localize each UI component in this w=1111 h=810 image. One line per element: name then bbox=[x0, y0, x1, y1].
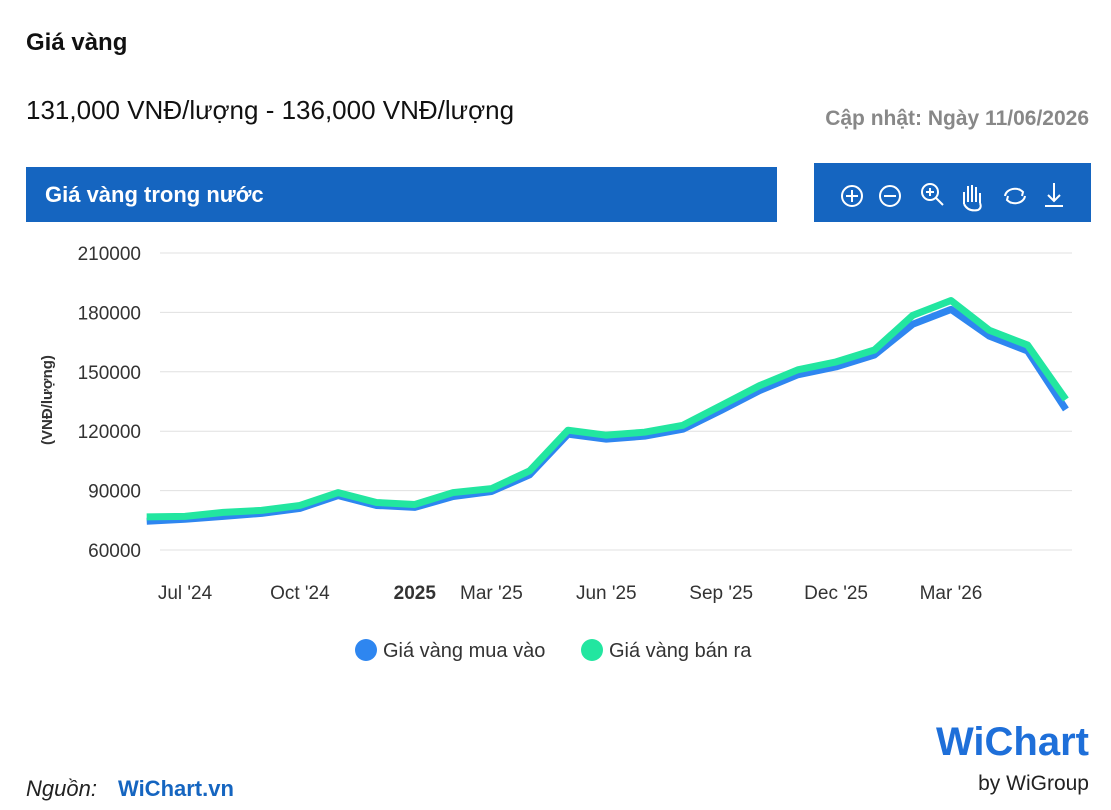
legend-label: Giá vàng mua vào bbox=[383, 640, 545, 662]
reset-button[interactable] bbox=[1004, 187, 1026, 205]
x-tick-label: Mar '26 bbox=[920, 583, 983, 604]
y-tick-label: 180000 bbox=[78, 303, 141, 324]
legend-label: Giá vàng bán ra bbox=[609, 640, 752, 662]
x-tick-label: Oct '24 bbox=[270, 583, 330, 604]
logo-by: by WiGroup bbox=[978, 772, 1089, 795]
logo-name: WiChart bbox=[936, 720, 1089, 764]
pan-button[interactable] bbox=[963, 185, 982, 212]
panel-title: Giá vàng trong nước bbox=[45, 182, 264, 207]
updated: Cập nhật: Ngày 11/06/2026 bbox=[825, 107, 1089, 130]
toolbar bbox=[814, 163, 1091, 222]
y-tick-label: 150000 bbox=[78, 363, 141, 384]
x-tick-label: Jun '25 bbox=[576, 583, 637, 604]
download-button[interactable] bbox=[1045, 183, 1063, 207]
zoom-button[interactable] bbox=[921, 183, 944, 206]
series-line bbox=[146, 297, 1069, 521]
series-line bbox=[146, 305, 1069, 525]
panel-header bbox=[26, 167, 777, 222]
x-tick-label: Sep '25 bbox=[689, 583, 753, 604]
source-label: Nguồn: bbox=[26, 776, 97, 801]
zoom-out-button[interactable] bbox=[879, 185, 901, 207]
price-range: 131,000 VNĐ/lượng - 136,000 VNĐ/lượng bbox=[26, 95, 514, 125]
y-tick-label: 90000 bbox=[88, 482, 141, 503]
x-tick-label: Mar '25 bbox=[460, 583, 523, 604]
x-tick-label: Jul '24 bbox=[158, 583, 213, 604]
source-link[interactable]: WiChart.vn bbox=[118, 776, 234, 801]
page-title: Giá vàng bbox=[26, 29, 127, 56]
x-tick-label: Dec '25 bbox=[804, 583, 868, 604]
legend-marker[interactable] bbox=[581, 639, 603, 661]
legend-marker[interactable] bbox=[355, 639, 377, 661]
x-tick-label: 2025 bbox=[394, 583, 437, 604]
zoom-in-button[interactable] bbox=[841, 185, 863, 207]
y-tick-label: 210000 bbox=[78, 244, 141, 265]
y-tick-label: 60000 bbox=[88, 541, 141, 562]
y-tick-label: 120000 bbox=[78, 422, 141, 443]
y-axis-title: (VNĐ/lượng) bbox=[39, 355, 56, 445]
